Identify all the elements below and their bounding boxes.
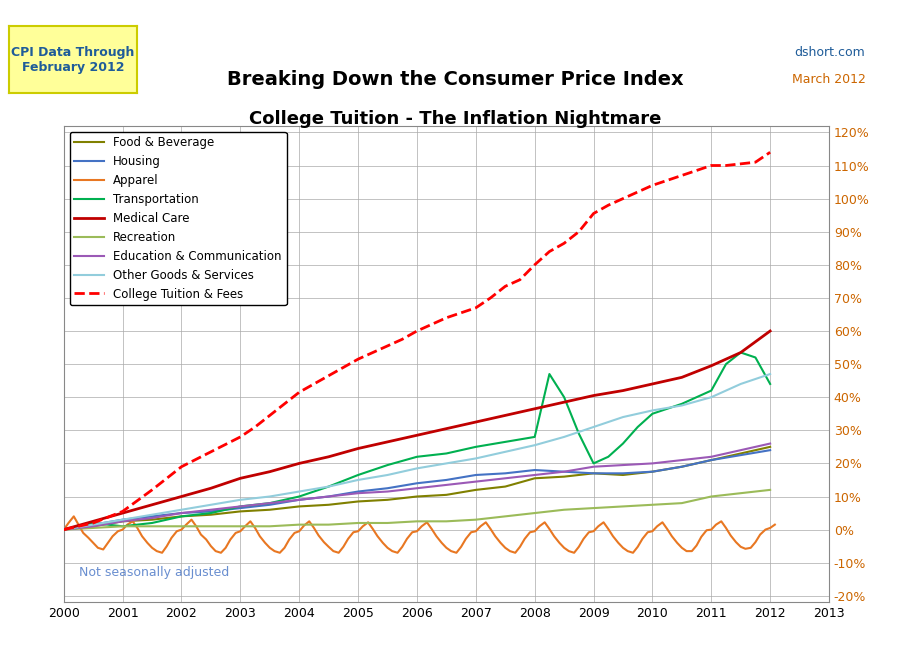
Text: CPI Data Through
February 2012: CPI Data Through February 2012: [11, 46, 135, 73]
Text: Not seasonally adjusted: Not seasonally adjusted: [79, 565, 230, 579]
Legend: Food & Beverage, Housing, Apparel, Transportation, Medical Care, Recreation, Edu: Food & Beverage, Housing, Apparel, Trans…: [69, 132, 287, 305]
Text: March 2012: March 2012: [792, 73, 865, 86]
Text: Breaking Down the Consumer Price Index: Breaking Down the Consumer Price Index: [227, 70, 684, 89]
Text: dshort.com: dshort.com: [794, 46, 865, 60]
Text: College Tuition - The Inflation Nightmare: College Tuition - The Inflation Nightmar…: [250, 110, 661, 128]
